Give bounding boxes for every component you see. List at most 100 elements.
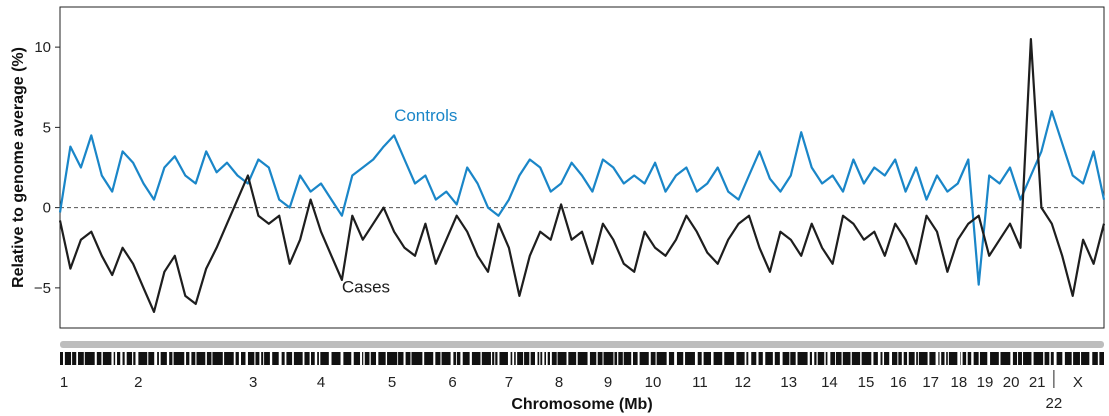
band-stripe bbox=[422, 352, 425, 365]
band-stripe bbox=[944, 352, 947, 365]
chromosome-label: 12 bbox=[734, 374, 751, 391]
chromosome-band bbox=[60, 341, 1104, 365]
band-stripe bbox=[1049, 352, 1051, 365]
band-stripe bbox=[369, 352, 371, 365]
band-stripe bbox=[512, 352, 515, 365]
band-stripe bbox=[1017, 352, 1019, 365]
band-stripe bbox=[254, 352, 256, 365]
band-stripe bbox=[494, 352, 496, 365]
band-stripe bbox=[897, 352, 899, 365]
band-stripe bbox=[132, 352, 134, 365]
band-stripe bbox=[907, 352, 909, 365]
band-stripe bbox=[83, 352, 85, 365]
chromosome-label: 6 bbox=[448, 374, 456, 391]
band-stripe bbox=[302, 352, 305, 365]
band-stripe bbox=[360, 352, 363, 365]
band-stripe bbox=[245, 352, 248, 365]
band-stripe bbox=[674, 352, 677, 365]
band-stripe bbox=[205, 352, 207, 365]
band-stripe bbox=[76, 352, 79, 365]
chromosome-label: 5 bbox=[388, 374, 396, 391]
chromosome-label: 22 bbox=[1046, 395, 1063, 412]
band-stripe bbox=[772, 352, 775, 365]
band-stripe bbox=[440, 352, 442, 365]
band-stripe bbox=[602, 352, 604, 365]
band-stripe bbox=[111, 352, 114, 365]
band-stripe bbox=[556, 352, 558, 365]
band-stripe bbox=[1010, 352, 1013, 365]
band-stripe bbox=[497, 352, 500, 365]
band-stripe bbox=[259, 352, 262, 365]
band-stripe bbox=[410, 352, 412, 365]
band-stripe bbox=[309, 352, 311, 365]
band-stripe bbox=[722, 352, 725, 365]
y-tick-label: 0 bbox=[43, 200, 51, 217]
chromosome-band-bar bbox=[60, 352, 1104, 365]
band-stripe bbox=[328, 352, 332, 365]
y-tick-label: −5 bbox=[34, 280, 51, 297]
chromosome-label: 14 bbox=[821, 374, 838, 391]
x-axis-title: Chromosome (Mb) bbox=[511, 396, 652, 413]
band-stripe bbox=[120, 352, 123, 365]
band-stripe bbox=[648, 352, 651, 365]
band-stripe bbox=[762, 352, 766, 365]
band-stripe bbox=[1031, 352, 1034, 365]
band-stripe bbox=[841, 352, 843, 365]
band-stripe bbox=[184, 352, 187, 365]
band-stripe bbox=[284, 352, 287, 365]
band-stripe bbox=[871, 352, 874, 365]
band-stripe bbox=[617, 352, 619, 365]
band-stripe bbox=[318, 352, 321, 365]
chromosome-label: 20 bbox=[1003, 374, 1020, 391]
band-stripe bbox=[135, 352, 139, 365]
band-stripe bbox=[546, 352, 548, 365]
band-stripe bbox=[529, 352, 531, 365]
band-stripe bbox=[115, 352, 118, 365]
band-stripe bbox=[292, 352, 294, 365]
y-axis-title: Relative to genome average (%) bbox=[10, 47, 27, 288]
chromosome-label: 18 bbox=[951, 374, 968, 391]
band-stripe bbox=[824, 352, 826, 365]
band-stripe bbox=[147, 352, 149, 365]
band-stripe bbox=[1097, 352, 1100, 365]
plot-area bbox=[59, 6, 1105, 329]
chromosome-ideogram-bar bbox=[60, 341, 1104, 348]
series-line-controls bbox=[58, 110, 1106, 286]
band-stripe bbox=[960, 352, 963, 365]
band-stripe bbox=[694, 352, 698, 365]
band-stripe bbox=[683, 352, 686, 365]
band-stripe bbox=[947, 352, 949, 365]
band-stripe bbox=[278, 352, 282, 365]
band-stripe bbox=[515, 352, 518, 365]
band-stripe bbox=[917, 352, 919, 365]
band-stripe bbox=[403, 352, 406, 365]
band-stripe bbox=[189, 352, 192, 365]
band-stripe bbox=[576, 352, 578, 365]
band-stripe bbox=[101, 352, 103, 365]
band-stripe bbox=[957, 352, 961, 365]
chromosome-label: 1 bbox=[60, 374, 68, 391]
band-stripe bbox=[363, 352, 365, 365]
band-stripe bbox=[542, 352, 545, 365]
chromosome-label: 16 bbox=[890, 374, 907, 391]
band-stripe bbox=[613, 352, 615, 365]
band-stripe bbox=[666, 352, 669, 365]
band-stripe bbox=[534, 352, 538, 365]
chromosome-label: 7 bbox=[505, 374, 513, 391]
band-stripe bbox=[734, 352, 737, 365]
band-stripe bbox=[711, 352, 714, 365]
band-stripe bbox=[480, 352, 482, 365]
band-stripe bbox=[889, 352, 893, 365]
y-axis: −5 0 5 10 bbox=[34, 39, 60, 297]
chromosome-label: 9 bbox=[604, 374, 612, 391]
band-stripe bbox=[1053, 352, 1057, 365]
band-stripe bbox=[154, 352, 158, 365]
chromosome-label: X bbox=[1073, 374, 1083, 391]
band-stripe bbox=[596, 352, 598, 365]
chromosome-label: 10 bbox=[645, 374, 662, 391]
band-stripe bbox=[566, 352, 569, 365]
chromosome-label: 17 bbox=[922, 374, 939, 391]
band-stripe bbox=[1043, 352, 1045, 365]
band-stripe bbox=[748, 352, 752, 365]
